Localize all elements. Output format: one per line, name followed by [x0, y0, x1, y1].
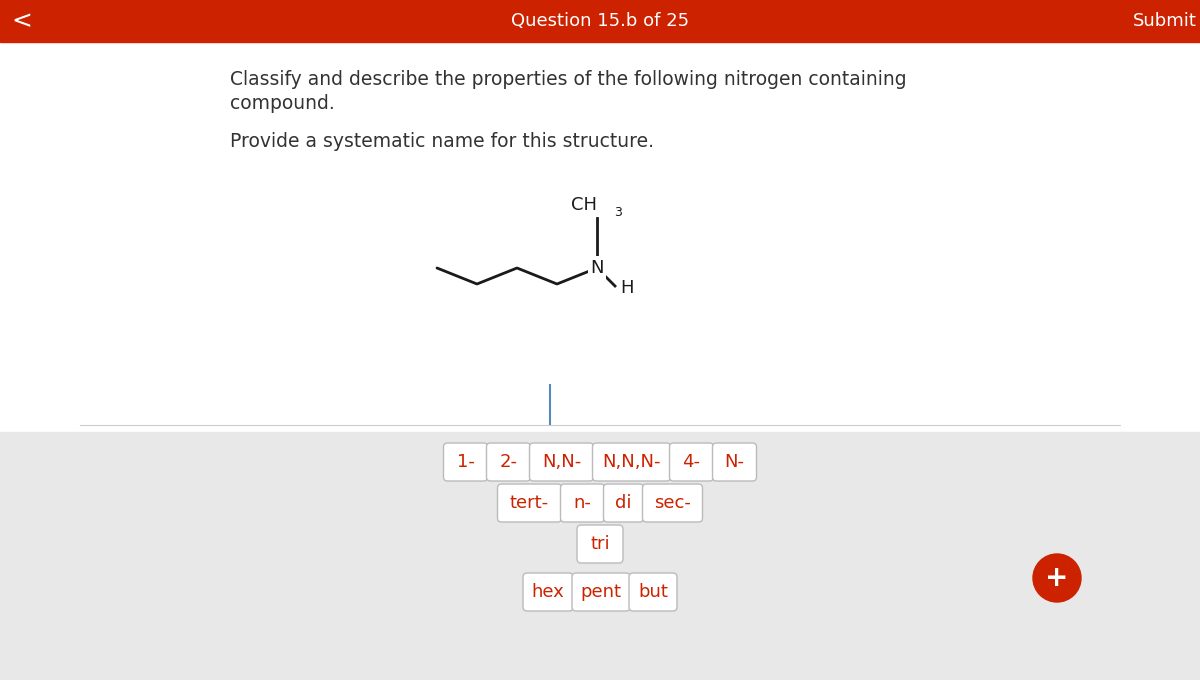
FancyBboxPatch shape	[444, 443, 487, 481]
Text: 2-: 2-	[499, 453, 517, 471]
Text: N,N-: N,N-	[542, 453, 581, 471]
Text: sec-: sec-	[654, 494, 691, 512]
Text: compound.: compound.	[230, 94, 335, 113]
Text: tri: tri	[590, 535, 610, 553]
Circle shape	[1033, 554, 1081, 602]
FancyBboxPatch shape	[670, 443, 714, 481]
Text: Question 15.b of 25: Question 15.b of 25	[511, 12, 689, 30]
Text: CH: CH	[571, 196, 598, 214]
FancyBboxPatch shape	[498, 484, 562, 522]
Bar	[0, 0, 1200, 42]
Text: Submit: Submit	[1133, 12, 1196, 30]
FancyBboxPatch shape	[713, 443, 756, 481]
FancyBboxPatch shape	[572, 573, 630, 611]
FancyBboxPatch shape	[604, 484, 643, 522]
Text: N: N	[590, 259, 604, 277]
Text: 3: 3	[614, 206, 622, 219]
FancyBboxPatch shape	[577, 525, 623, 563]
Text: <: <	[12, 9, 32, 33]
FancyBboxPatch shape	[593, 443, 671, 481]
Text: Classify and describe the properties of the following nitrogen containing: Classify and describe the properties of …	[230, 70, 907, 89]
Text: hex: hex	[532, 583, 564, 601]
Text: pent: pent	[581, 583, 622, 601]
FancyBboxPatch shape	[523, 573, 574, 611]
Text: n-: n-	[574, 494, 592, 512]
Text: +: +	[1045, 564, 1069, 592]
FancyBboxPatch shape	[560, 484, 605, 522]
Text: 4-: 4-	[683, 453, 701, 471]
FancyBboxPatch shape	[642, 484, 702, 522]
Bar	[0, 432, 1200, 680]
Text: tert-: tert-	[510, 494, 550, 512]
FancyBboxPatch shape	[529, 443, 594, 481]
Text: di: di	[616, 494, 631, 512]
Text: N-: N-	[725, 453, 744, 471]
Text: H: H	[620, 279, 634, 297]
FancyBboxPatch shape	[629, 573, 677, 611]
Text: N,N,N-: N,N,N-	[602, 453, 661, 471]
FancyBboxPatch shape	[486, 443, 530, 481]
Text: but: but	[638, 583, 668, 601]
Text: 1-: 1-	[456, 453, 474, 471]
Text: Provide a systematic name for this structure.: Provide a systematic name for this struc…	[230, 132, 654, 151]
